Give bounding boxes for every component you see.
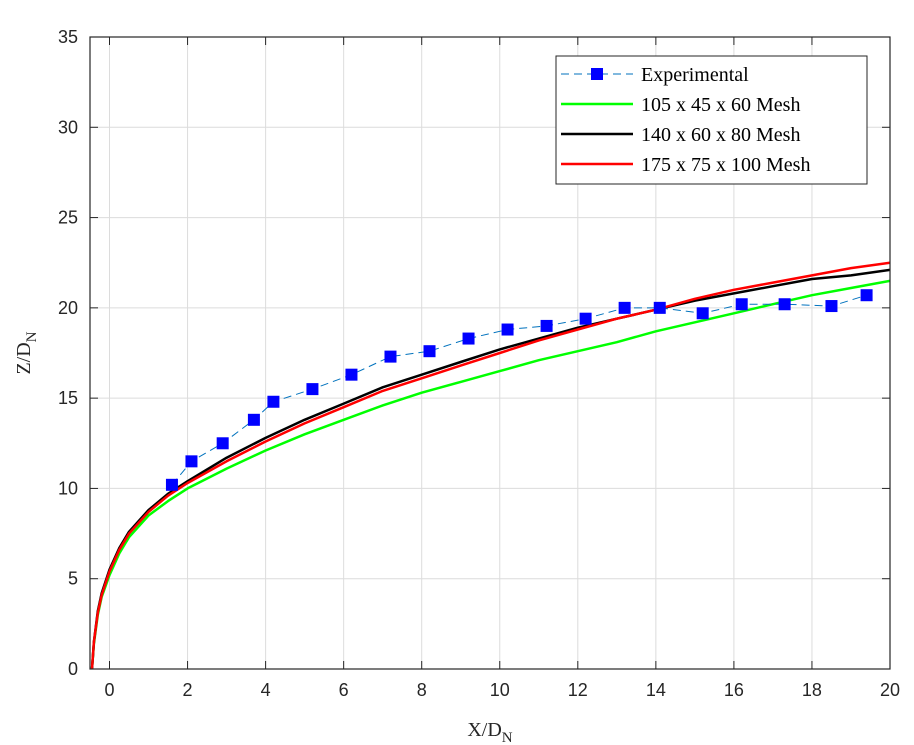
x-tick-label: 16 [724, 680, 744, 700]
x-tick-label: 12 [568, 680, 588, 700]
y-tick-label: 0 [68, 659, 78, 679]
experimental-point [216, 437, 229, 450]
legend-label-2: 105 x 45 x 60 Mesh [641, 94, 800, 116]
x-tick-label: 4 [261, 680, 271, 700]
experimental-point [462, 332, 475, 345]
series-line-2 [90, 279, 891, 670]
experimental-point [540, 319, 553, 332]
y-tick-label: 25 [58, 208, 78, 228]
y-tick-label: 30 [58, 117, 78, 137]
x-tick-label: 0 [105, 680, 115, 700]
experimental-point [306, 383, 319, 396]
y-tick-label: 15 [58, 388, 78, 408]
x-axis-label: X/DN [467, 719, 512, 745]
series-line-4 [90, 261, 891, 670]
experimental-point [384, 350, 397, 363]
experimental-point [735, 298, 748, 311]
x-tick-label: 18 [802, 680, 822, 700]
x-tick-label: 14 [646, 680, 666, 700]
experimental-point [860, 289, 873, 302]
experimental-point [247, 413, 260, 426]
experimental-point [653, 301, 666, 314]
legend-marker-experimental [591, 68, 603, 80]
x-tick-label: 20 [880, 680, 900, 700]
experimental-point [423, 345, 436, 358]
legend-label-3: 140 x 60 x 80 Mesh [641, 124, 800, 146]
legend: Experimental 105 x 45 x 60 Mesh 140 x 60 x… [555, 55, 868, 185]
experimental-point [618, 301, 631, 314]
plot-frame [89, 36, 891, 670]
y-tick-label: 20 [58, 298, 78, 318]
experimental-point [185, 455, 198, 468]
y-tick-label: 5 [68, 569, 78, 589]
experimental-point [501, 323, 514, 336]
experimental-point [778, 298, 791, 311]
axis-ticks: 0 2 4 6 8 10 12 14 16 18 20 0 5 10 15 20 25 30 35 [58, 27, 900, 700]
x-axis-label-main: X/D [467, 719, 501, 741]
x-tick-label: 10 [490, 680, 510, 700]
y-axis-label-main: Z/D [13, 342, 35, 374]
experimental-point [579, 312, 592, 325]
legend-box [555, 55, 868, 185]
y-axis-label: Z/DN [13, 331, 40, 374]
experimental-point [267, 395, 280, 408]
y-axis-label-subscript: N [24, 331, 40, 342]
x-axis-label-subscript: N [502, 730, 513, 745]
y-tick-label: 10 [58, 478, 78, 498]
experimental-point [165, 478, 178, 491]
series-layer [90, 261, 891, 670]
x-tick-label: 2 [183, 680, 193, 700]
legend-label-1: Experimental [641, 64, 749, 86]
experimental-point [825, 300, 838, 313]
legend-label-4: 175 x 75 x 100 Mesh [641, 154, 810, 176]
experimental-point [345, 368, 358, 381]
x-tick-label: 8 [417, 680, 427, 700]
experimental-point [696, 307, 709, 320]
y-tick-label: 35 [58, 27, 78, 47]
x-tick-label: 6 [339, 680, 349, 700]
